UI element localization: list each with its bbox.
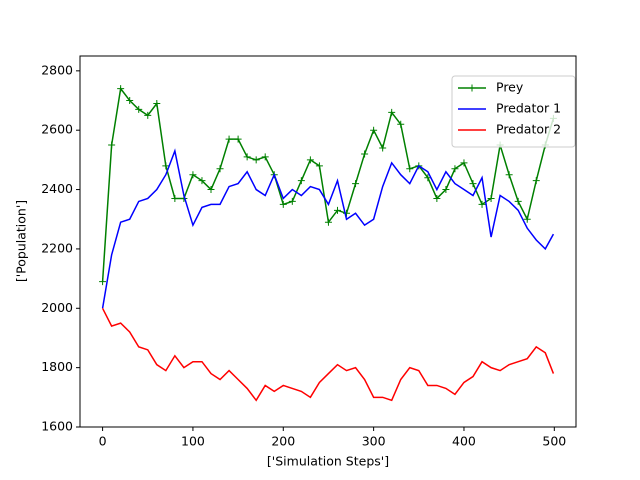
x-tick-label: 500: [542, 434, 566, 449]
point-marker: [243, 153, 251, 161]
point-marker: [144, 111, 152, 119]
point-marker: [361, 150, 369, 158]
point-marker: [514, 197, 522, 205]
point-marker: [505, 171, 513, 179]
y-tick-label: 2800: [41, 62, 73, 77]
y-tick-label: 2000: [41, 300, 73, 315]
point-marker: [162, 162, 170, 170]
x-tick-label: 200: [271, 434, 295, 449]
y-tick-label: 2200: [41, 240, 73, 255]
point-marker: [442, 186, 450, 194]
y-tick-label: 1600: [41, 419, 73, 434]
point-marker: [306, 156, 314, 164]
legend-label: Predator 1: [496, 101, 561, 116]
point-marker: [153, 99, 161, 107]
point-marker: [370, 126, 378, 134]
y-tick-label: 2400: [41, 181, 73, 196]
point-marker: [297, 177, 305, 185]
legend-label: Prey: [496, 80, 524, 95]
point-marker: [225, 135, 233, 143]
point-marker: [397, 120, 405, 128]
point-marker: [379, 144, 387, 152]
point-marker: [108, 141, 116, 149]
point-marker: [478, 200, 486, 208]
x-tick-label: 100: [181, 434, 205, 449]
point-marker: [469, 180, 477, 188]
legend-marker: [468, 84, 476, 92]
y-tick-label: 1800: [41, 359, 73, 374]
point-marker: [343, 209, 351, 217]
x-axis-label: ['Simulation Steps']: [267, 454, 389, 469]
plot-frame: [79, 55, 577, 428]
point-marker: [126, 97, 134, 105]
point-marker: [234, 135, 242, 143]
series-line: [101, 148, 555, 309]
point-marker: [532, 177, 540, 185]
point-marker: [324, 218, 332, 226]
x-tick-label: 400: [452, 434, 476, 449]
point-marker: [198, 177, 206, 185]
point-marker: [523, 215, 531, 223]
point-marker: [189, 171, 197, 179]
y-axis-label: ['Population']: [14, 200, 29, 282]
point-marker: [288, 197, 296, 205]
point-marker: [279, 200, 287, 208]
point-marker: [460, 159, 468, 167]
y-tick-label: 2600: [41, 122, 73, 137]
point-marker: [388, 108, 396, 116]
point-marker: [352, 180, 360, 188]
point-marker: [487, 194, 495, 202]
point-marker: [216, 165, 224, 173]
point-marker: [333, 206, 341, 214]
point-marker: [406, 165, 414, 173]
point-marker: [117, 85, 125, 93]
point-marker: [207, 186, 215, 194]
x-tick-label: 300: [362, 434, 386, 449]
point-marker: [252, 156, 260, 164]
point-marker: [261, 153, 269, 161]
legend-label: Predator 2: [496, 122, 561, 137]
series-line: [101, 307, 555, 402]
point-marker: [135, 105, 143, 113]
point-marker: [171, 194, 179, 202]
point-marker: [315, 162, 323, 170]
point-marker: [451, 165, 459, 173]
point-marker: [99, 278, 107, 286]
point-marker: [433, 194, 441, 202]
x-tick-label: 0: [99, 434, 107, 449]
